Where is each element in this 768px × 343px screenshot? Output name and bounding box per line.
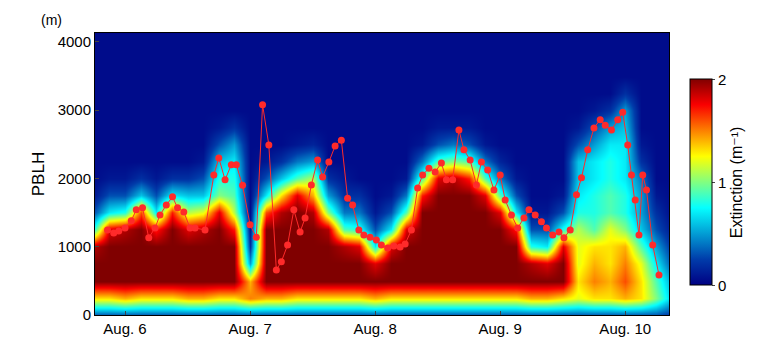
svg-text:2000: 2000 (58, 170, 91, 187)
svg-text:Aug. 7: Aug. 7 (228, 320, 271, 337)
svg-text:Aug. 9: Aug. 9 (478, 320, 521, 337)
svg-text:2: 2 (718, 71, 726, 88)
svg-text:1: 1 (718, 174, 726, 191)
svg-text:PBLH: PBLH (29, 152, 48, 196)
svg-text:Aug. 10: Aug. 10 (599, 320, 651, 337)
svg-text:1000: 1000 (58, 238, 91, 255)
svg-text:Extinction (m⁻¹): Extinction (m⁻¹) (728, 127, 745, 239)
svg-text:3000: 3000 (58, 101, 91, 118)
svg-text:Aug. 8: Aug. 8 (353, 320, 396, 337)
svg-text:Aug. 6: Aug. 6 (103, 320, 146, 337)
svg-text:0: 0 (83, 306, 91, 323)
svg-text:0: 0 (718, 277, 726, 294)
svg-text:4000: 4000 (58, 33, 91, 50)
svg-text:(m): (m) (41, 12, 62, 28)
